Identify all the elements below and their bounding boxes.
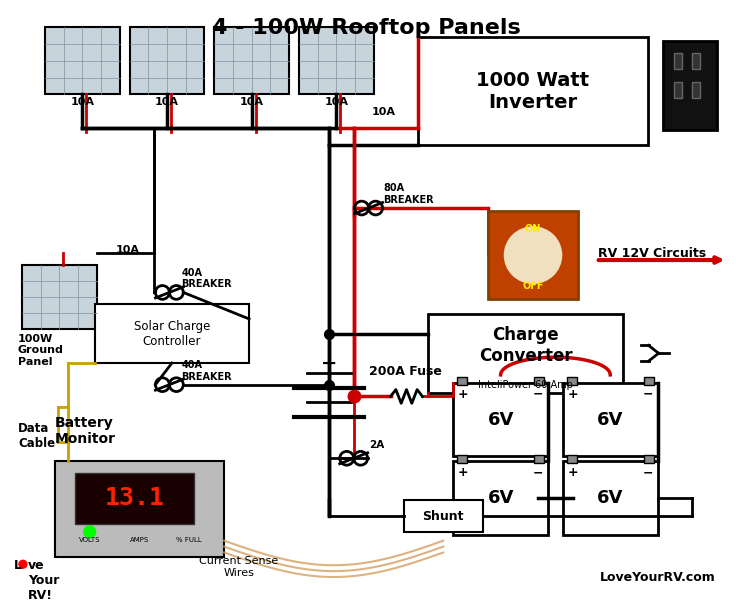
Text: 200A Fuse: 200A Fuse — [369, 365, 442, 378]
Text: L: L — [14, 559, 22, 573]
Bar — [75, 473, 194, 524]
Text: +: + — [567, 388, 578, 401]
Text: 10A: 10A — [70, 97, 94, 107]
Text: +: + — [458, 466, 469, 480]
Bar — [643, 377, 654, 385]
Bar — [22, 265, 96, 329]
Text: 40A
BREAKER: 40A BREAKER — [181, 268, 232, 290]
Text: 6V: 6V — [487, 411, 514, 428]
Text: VOLTS: VOLTS — [79, 536, 100, 543]
Text: OFF: OFF — [523, 280, 544, 291]
Bar — [457, 377, 467, 385]
Text: ve
Your
RV!: ve Your RV! — [28, 559, 60, 602]
Text: 100W
Ground
Panel: 100W Ground Panel — [18, 334, 64, 367]
Text: 6V: 6V — [597, 489, 623, 507]
Text: 40A
BREAKER: 40A BREAKER — [181, 360, 232, 382]
Text: 10A: 10A — [116, 245, 140, 255]
Bar — [567, 455, 577, 463]
Bar — [457, 455, 467, 463]
Text: +: + — [458, 388, 469, 401]
Text: Battery
Monitor: Battery Monitor — [54, 416, 116, 447]
Bar — [662, 41, 718, 130]
Bar — [534, 377, 544, 385]
Bar — [693, 82, 701, 98]
Text: −: − — [533, 388, 543, 401]
Text: RV 12V Circuits: RV 12V Circuits — [598, 247, 706, 260]
Bar — [567, 377, 577, 385]
Bar — [45, 27, 119, 94]
Text: 13.1: 13.1 — [105, 486, 165, 511]
Text: Data
Cable: Data Cable — [18, 422, 55, 450]
Bar — [674, 82, 682, 98]
Text: Shunt: Shunt — [422, 510, 464, 522]
Bar — [534, 455, 544, 463]
Bar — [428, 314, 623, 392]
Bar — [453, 461, 548, 535]
Bar — [403, 500, 484, 532]
Bar — [563, 461, 657, 535]
Text: −: − — [533, 466, 543, 480]
Text: 4 - 100W Rooftop Panels: 4 - 100W Rooftop Panels — [212, 18, 521, 38]
Circle shape — [84, 526, 96, 538]
Text: 10A: 10A — [239, 97, 263, 107]
Text: Solar Charge
Controller: Solar Charge Controller — [134, 320, 210, 348]
Text: +: + — [567, 466, 578, 480]
Text: 10A: 10A — [155, 97, 179, 107]
Bar — [674, 53, 682, 68]
Text: AMPS: AMPS — [130, 536, 149, 543]
Text: Charge
Converter: Charge Converter — [478, 326, 573, 365]
Text: 10A: 10A — [325, 97, 348, 107]
Text: LoveYourRV.com: LoveYourRV.com — [600, 571, 715, 584]
Text: 80A
BREAKER: 80A BREAKER — [383, 183, 434, 205]
Text: 6V: 6V — [487, 489, 514, 507]
Text: 2A: 2A — [369, 439, 384, 450]
Text: 10A: 10A — [372, 107, 395, 117]
Text: −: − — [321, 354, 337, 373]
Bar — [488, 211, 578, 299]
Bar — [95, 304, 249, 363]
Bar — [693, 53, 701, 68]
Circle shape — [505, 228, 561, 283]
Circle shape — [19, 560, 27, 568]
Text: % FULL: % FULL — [177, 536, 202, 543]
Bar — [563, 382, 657, 456]
Text: Current Sense
Wires: Current Sense Wires — [199, 557, 279, 578]
Text: 1000 Watt
Inverter: 1000 Watt Inverter — [476, 71, 590, 112]
Bar — [214, 27, 289, 94]
Bar — [419, 37, 648, 145]
Text: −: − — [643, 388, 653, 401]
Bar — [643, 455, 654, 463]
Text: InteliPower 60 Amp: InteliPower 60 Amp — [478, 379, 573, 390]
Text: −: − — [643, 466, 653, 480]
Text: ON: ON — [525, 224, 541, 233]
Bar — [54, 461, 224, 557]
Text: 6V: 6V — [597, 411, 623, 428]
Bar — [299, 27, 374, 94]
Bar — [453, 382, 548, 456]
Bar — [130, 27, 205, 94]
